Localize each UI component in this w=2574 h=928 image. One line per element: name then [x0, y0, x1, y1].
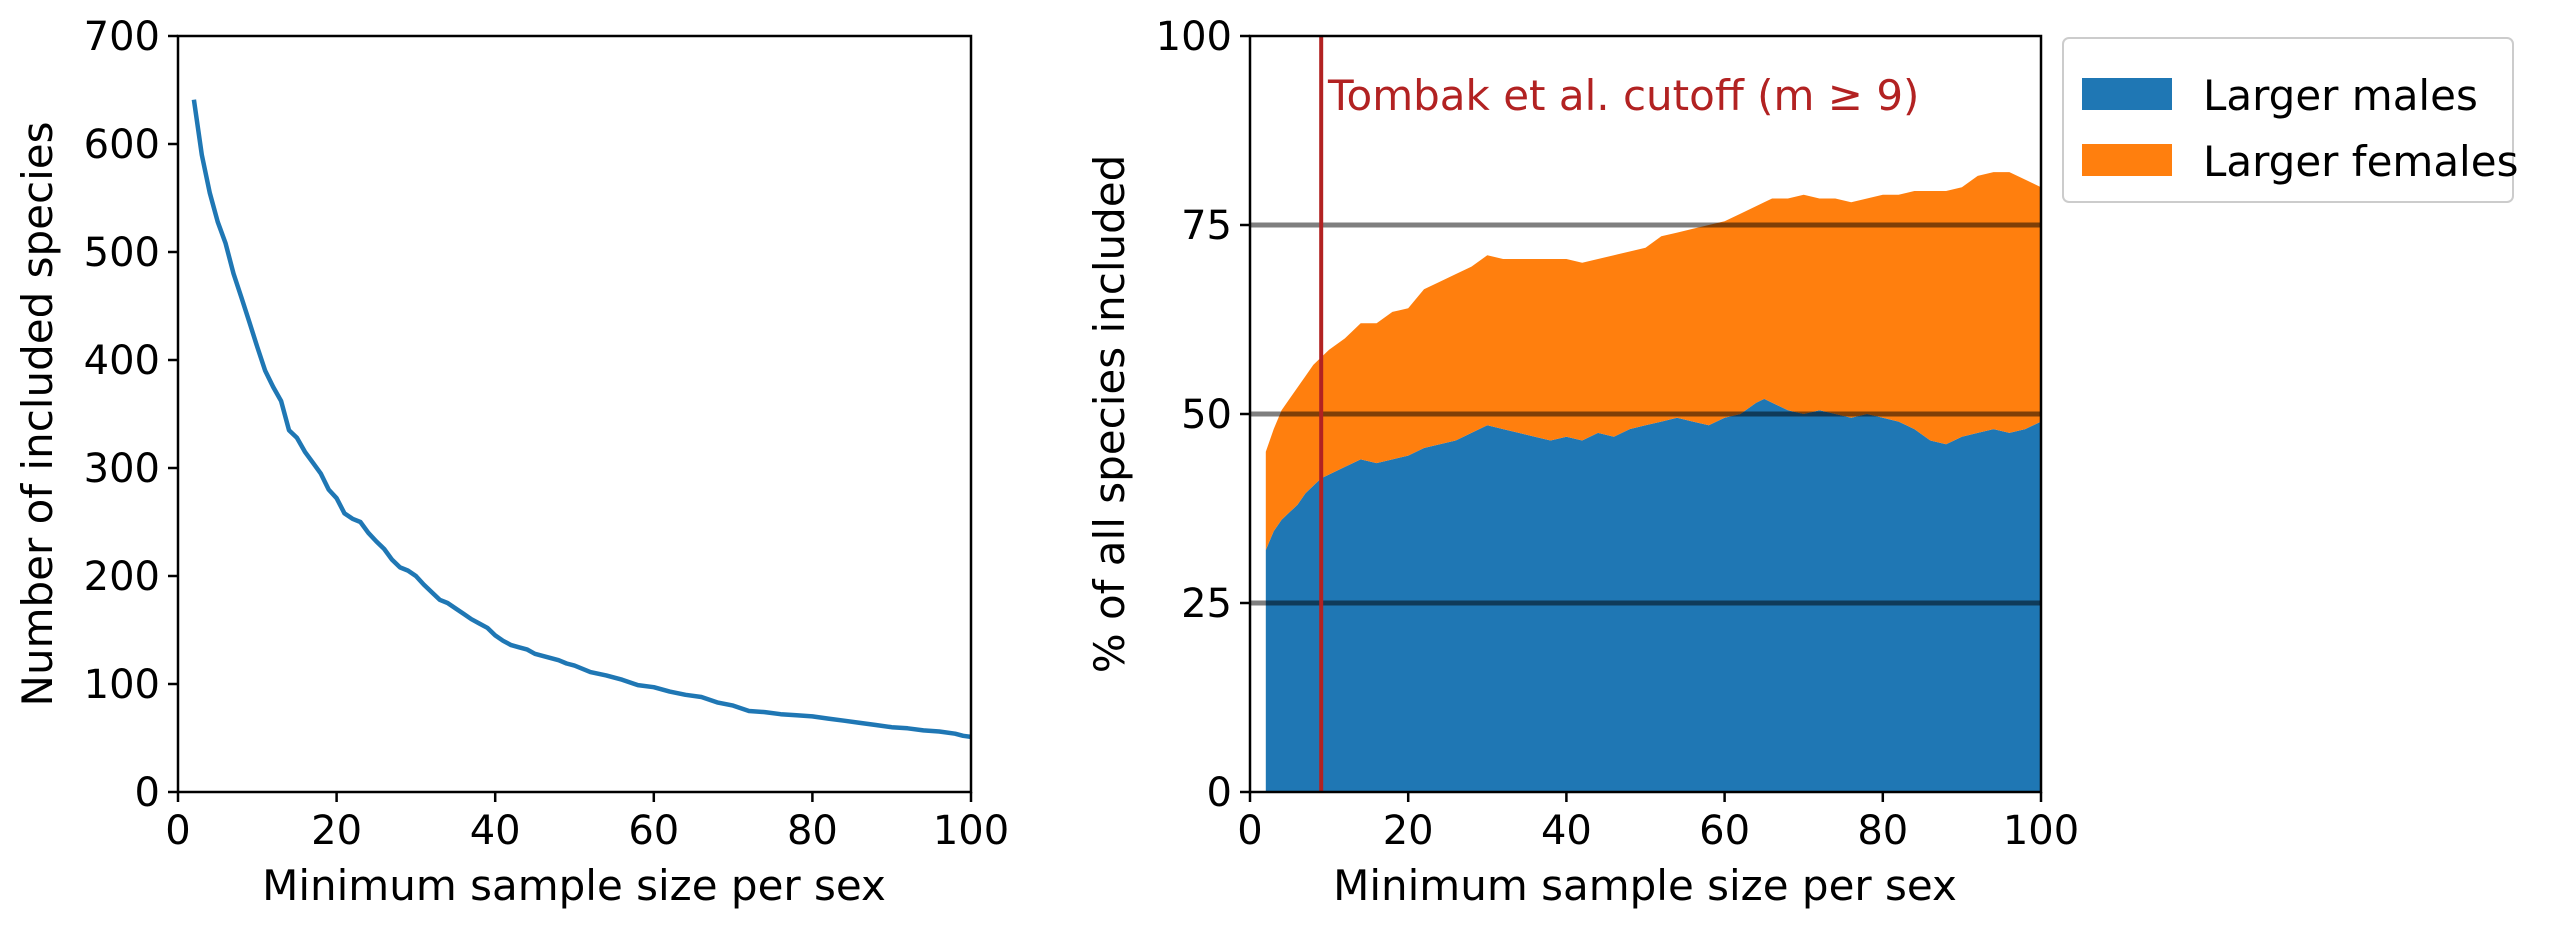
left-y-axis-label: Number of included species [13, 122, 62, 707]
left-x-tick-label: 20 [311, 808, 362, 854]
right-y-tick-label: 75 [1181, 203, 1232, 249]
right-x-tick-label: 20 [1383, 808, 1434, 854]
legend: Larger males Larger females [2062, 37, 2518, 203]
legend-label-larger-males: Larger males [2203, 71, 2478, 120]
area-larger-males [1265, 398, 2041, 792]
left-y-tick-label: 700 [84, 14, 160, 60]
right-x-tick-label: 80 [1857, 808, 1908, 854]
legend-label-larger-females: Larger females [2203, 137, 2518, 186]
left-x-tick-label: 40 [470, 808, 521, 854]
left-plot-area [191, 99, 972, 740]
left-y-tick-label: 500 [84, 230, 160, 276]
legend-swatch-larger-males [2082, 78, 2172, 110]
left-y-tick-label: 400 [84, 338, 160, 384]
right-chart: Tombak et al. cutoff (m ≥ 9) 0 20 40 60 80 10… [1085, 14, 2079, 910]
left-x-ticks: 0 20 40 60 80 100 [165, 792, 1009, 854]
right-y-ticks: 0 25 50 75 100 [1156, 14, 1250, 816]
right-x-tick-label: 60 [1699, 808, 1750, 854]
left-x-tick-label: 80 [787, 808, 838, 854]
left-axes-frame [176, 34, 973, 794]
left-y-ticks: 0 100 200 300 400 500 600 700 [84, 14, 178, 816]
left-x-tick-label: 0 [165, 808, 190, 854]
left-x-axis-label: Minimum sample size per sex [262, 861, 886, 910]
left-y-tick-label: 600 [84, 122, 160, 168]
reference-lines [1250, 222, 2041, 606]
cutoff-annotation: Tombak et al. cutoff (m ≥ 9) [1327, 71, 1919, 120]
left-series-line-0 [191, 99, 972, 740]
right-plot-area [1265, 172, 2041, 792]
right-x-tick-label: 40 [1541, 808, 1592, 854]
left-x-tick-label: 100 [933, 808, 1009, 854]
right-y-tick-label: 25 [1181, 581, 1232, 627]
area-larger-females [1265, 172, 2041, 551]
right-y-tick-label: 50 [1181, 392, 1232, 438]
right-x-ticks: 0 20 40 60 80 100 [1237, 792, 2079, 854]
left-chart: 0 20 40 60 80 100 0 100 200 300 400 500 600 700 Mini… [13, 14, 1009, 910]
legend-box [2062, 37, 2514, 203]
left-x-tick-label: 60 [628, 808, 679, 854]
right-x-axis-label: Minimum sample size per sex [1333, 861, 1957, 910]
right-x-tick-label: 0 [1237, 808, 1262, 854]
left-y-tick-label: 300 [84, 446, 160, 492]
left-y-tick-label: 0 [135, 770, 160, 816]
right-y-tick-label: 0 [1207, 770, 1232, 816]
left-y-tick-label: 200 [84, 554, 160, 600]
right-y-tick-label: 100 [1156, 14, 1232, 60]
legend-swatch-larger-females [2082, 144, 2172, 176]
left-y-tick-label: 100 [84, 662, 160, 708]
right-x-tick-label: 100 [2003, 808, 2079, 854]
right-y-axis-label: % of all species included [1085, 155, 1134, 674]
